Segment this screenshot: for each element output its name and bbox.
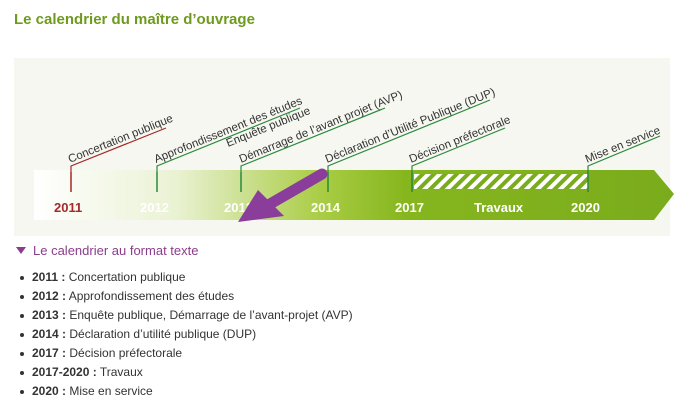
year-label-2017: 2017 — [395, 200, 424, 215]
list-item-text: Décision préfectorale — [66, 346, 183, 360]
list-item-year: 2017 : — [32, 346, 67, 360]
purple-pointer-arrow — [238, 168, 328, 222]
travaux-label: Travaux — [474, 200, 524, 215]
text-format-toggle[interactable]: Le calendrier au format texte — [16, 243, 198, 258]
list-item-year: 2011 : — [32, 270, 66, 284]
list-item: 2017 : Décision préfectorale — [20, 344, 353, 363]
list-item-year: 2020 : — [32, 384, 67, 398]
timeline-ticks — [70, 172, 589, 192]
year-label-2020: 2020 — [571, 200, 600, 215]
year-label-2012: 2012 — [140, 200, 169, 215]
triangle-down-icon — [16, 247, 26, 254]
list-item: 2013 : Enquête publique, Démarrage de l’… — [20, 306, 353, 325]
list-item-year: 2017-2020 : — [32, 365, 97, 379]
travaux-hatch — [414, 174, 588, 189]
event-leaders — [70, 99, 661, 172]
list-item-year: 2012 : — [32, 289, 67, 303]
list-item-text: Enquête publique, Démarrage de l’avant-p… — [66, 308, 353, 322]
list-item-text: Travaux — [96, 365, 143, 379]
event-label-approfondissement: Approfondissement des études — [153, 95, 305, 166]
list-item-text: Déclaration d’utilité publique (DUP) — [66, 327, 257, 341]
list-item: 2017-2020 : Travaux — [20, 363, 353, 382]
list-item: 2012 : Approfondissement des études — [20, 287, 353, 306]
list-item-year: 2013 : — [32, 308, 67, 322]
list-item-year: 2014 : — [32, 327, 67, 341]
year-label-2014: 2014 — [311, 200, 341, 215]
event-label-mise-en-service: Mise en service — [584, 125, 663, 166]
list-item: 2014 : Déclaration d’utilité publique (D… — [20, 325, 353, 344]
page-title: Le calendrier du maître d’ouvrage — [14, 11, 255, 28]
milestone-list: 2011 : Concertation publique 2012 : Appr… — [18, 268, 353, 401]
list-item-text: Mise en service — [66, 384, 153, 398]
timeline-graphic: Concertation publique Approfondissement … — [34, 86, 674, 222]
list-item: 2020 : Mise en service — [20, 382, 353, 401]
list-item-text: Concertation publique — [65, 270, 186, 284]
list-item-text: Approfondissement des études — [66, 289, 235, 303]
year-label-2011: 2011 — [54, 200, 82, 215]
list-item: 2011 : Concertation publique — [20, 268, 353, 287]
text-format-toggle-label: Le calendrier au format texte — [33, 243, 199, 258]
